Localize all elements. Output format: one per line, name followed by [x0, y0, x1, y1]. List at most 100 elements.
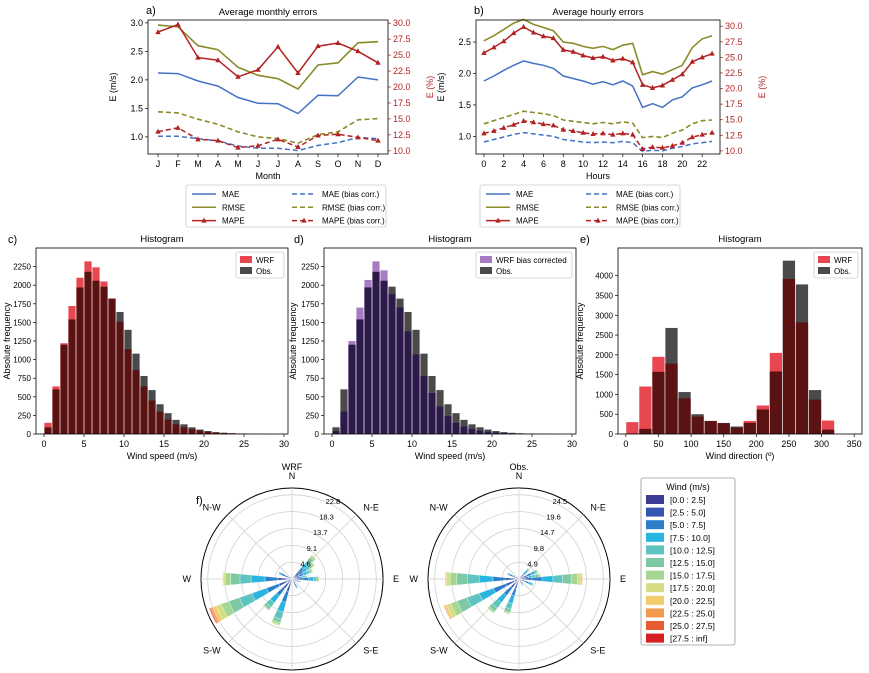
histogram-bar-overlap	[380, 280, 388, 434]
legend-label: [5.0 : 7.5]	[670, 520, 705, 530]
y-tick-label: 1500	[595, 371, 613, 380]
y-tick-label: 3500	[595, 291, 613, 300]
y-tick-label: 1.0	[458, 131, 471, 141]
y2-tick-label: 25.0	[725, 52, 743, 62]
histogram-bar	[476, 427, 484, 434]
rose-wedge-segment	[577, 572, 582, 586]
series-line-mae	[157, 72, 379, 115]
x-tick-label: 16	[638, 159, 648, 169]
histogram-bar-overlap	[212, 432, 220, 434]
legend-label: RMSE (bias corr.)	[616, 203, 679, 212]
histogram-bar-overlap	[678, 398, 691, 434]
legend-label: [22.5 : 25.0]	[670, 608, 715, 618]
data-point-marker	[275, 136, 281, 142]
histogram-bar-overlap	[44, 427, 52, 434]
histogram-bar-overlap	[808, 399, 822, 434]
y-tick-label: 1.0	[130, 132, 143, 142]
x-tick-label: 200	[749, 439, 764, 449]
histogram-bar-overlap	[220, 432, 228, 434]
data-point-marker	[275, 43, 281, 49]
panel-e: 0 50 100 150 200 250 300 3500500100015002000250…	[575, 234, 862, 461]
rose-wedge-segment	[580, 572, 583, 586]
legend-swatch	[646, 570, 664, 580]
data-point-marker	[709, 129, 715, 135]
histogram-bar-overlap	[396, 307, 404, 434]
data-point-marker	[689, 58, 695, 64]
legend: WRF Obs.	[235, 251, 285, 279]
y-tick-label: 0	[609, 430, 614, 439]
panel-label: d)	[294, 234, 304, 246]
y-tick-label: 1000	[13, 356, 31, 365]
data-point-marker	[540, 121, 547, 127]
y-tick-label: 2500	[595, 331, 613, 340]
x-tick-label: M	[194, 159, 202, 169]
rose-direction-label: N-E	[363, 503, 379, 513]
plot-frame	[147, 19, 389, 155]
x-axis-label: Wind speed (m/s)	[127, 451, 198, 461]
legend-swatch	[646, 595, 664, 605]
data-point-marker	[315, 43, 321, 49]
y-tick-label: 750	[18, 374, 32, 383]
legend-swatch	[646, 608, 664, 618]
y2-tick-label: 15.0	[725, 115, 743, 125]
rose-wedge-segment	[449, 572, 458, 586]
histogram-bar-overlap	[500, 433, 508, 434]
rose-wedge-segment	[536, 569, 539, 574]
rose-direction-label: E	[393, 574, 399, 584]
legend-label: MAPE (bias corr.)	[322, 217, 385, 226]
x-tick-label: 20	[487, 439, 497, 449]
x-axis-label: Hours	[586, 171, 611, 181]
data-point-marker	[491, 127, 497, 133]
histogram-bar-overlap	[108, 298, 116, 434]
data-point-marker	[235, 73, 241, 79]
y2-tick-label: 27.5	[725, 37, 743, 47]
rose-grid-spoke	[291, 578, 357, 644]
plot-frame	[475, 19, 721, 155]
histogram-bar-overlap	[468, 428, 476, 434]
y2-tick-label: 12.5	[393, 130, 411, 140]
rose-wedge-segment	[250, 574, 266, 584]
histogram-bar-overlap	[372, 271, 380, 434]
histogram-bar-overlap	[484, 431, 492, 434]
legend-title: Wind (m/s)	[666, 482, 710, 492]
y2-tick-label: 10.0	[393, 146, 411, 156]
data-point-marker	[335, 39, 341, 45]
legend-swatch	[646, 495, 664, 504]
panel-label: e)	[580, 234, 590, 246]
data-point-marker	[501, 38, 507, 44]
rose-wedge-segment	[502, 611, 511, 615]
histogram-bar-overlap	[404, 331, 412, 434]
data-point-marker	[570, 127, 576, 133]
legend-label: MAE (bias corr.)	[616, 190, 674, 199]
histogram-bar-overlap	[412, 354, 420, 434]
data-point-marker	[530, 119, 537, 125]
y2-tick-label: 30.0	[393, 18, 411, 28]
data-point-marker	[481, 50, 487, 56]
histogram-bar-overlap	[340, 411, 348, 434]
rose-wedge-segment	[271, 621, 281, 627]
legend-box	[479, 184, 681, 228]
rose-wedge-segment	[262, 605, 269, 612]
data-point-marker	[669, 142, 676, 148]
rose-ring-label: 9.8	[534, 544, 544, 553]
legend-swatch	[646, 545, 664, 555]
legend-marker	[301, 217, 307, 223]
x-tick-label: J	[276, 159, 281, 169]
data-point-marker	[355, 48, 361, 54]
data-point-marker	[630, 131, 636, 137]
histogram-bar	[332, 427, 340, 434]
data-point-marker	[580, 52, 586, 58]
rose-wedge-segment	[230, 572, 241, 586]
rose-direction-label: N-W	[203, 503, 221, 513]
histogram-bar-overlap	[100, 286, 108, 434]
legend-label: WRF	[256, 256, 274, 265]
legend-label: [7.5 : 10.0]	[670, 533, 710, 543]
histogram-bar-overlap	[356, 319, 364, 434]
y-axis-label: E (m/s)	[108, 73, 118, 102]
y2-tick-label: 20.0	[725, 84, 743, 94]
x-tick-label: 20	[199, 439, 209, 449]
legend-label: [2.5 : 5.0]	[670, 508, 705, 518]
histogram-bar-overlap	[196, 430, 204, 434]
histogram-bar-overlap	[92, 280, 100, 434]
